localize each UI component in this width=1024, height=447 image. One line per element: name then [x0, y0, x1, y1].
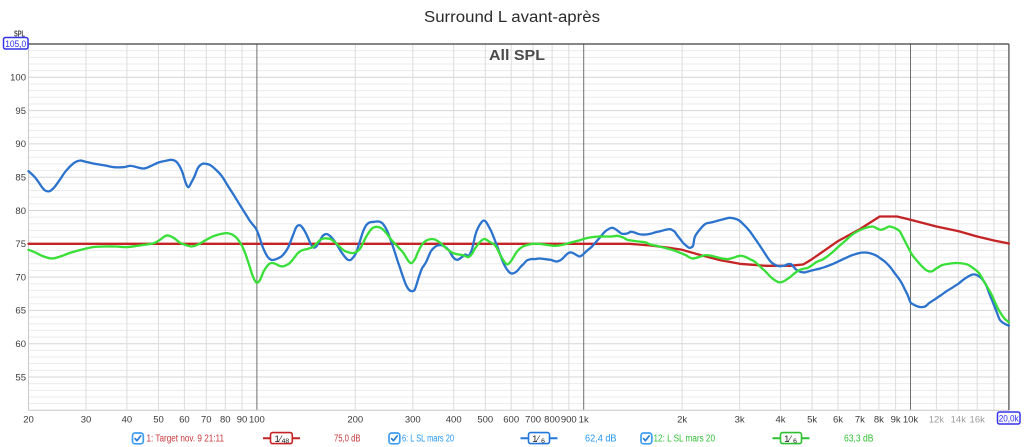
svg-text:3k: 3k [735, 415, 745, 426]
svg-text:12: L SL mars 20: 12: L SL mars 20 [654, 433, 716, 444]
svg-text:63,3 dB: 63,3 dB [844, 433, 874, 444]
svg-text:80: 80 [220, 415, 231, 426]
svg-text:55: 55 [15, 372, 26, 383]
svg-text:6k: 6k [833, 415, 843, 426]
svg-text:8k: 8k [874, 415, 884, 426]
svg-text:1: Target nov. 9 21:11: 1: Target nov. 9 21:11 [147, 433, 225, 444]
svg-text:95: 95 [15, 106, 26, 117]
svg-text:6: 6 [793, 438, 797, 445]
svg-text:9k: 9k [891, 415, 901, 426]
svg-text:2k: 2k [677, 415, 687, 426]
svg-text:62,4 dB: 62,4 dB [585, 433, 617, 444]
svg-text:600: 600 [503, 415, 519, 426]
svg-text:60: 60 [15, 339, 26, 350]
svg-text:10k: 10k [903, 415, 919, 426]
svg-text:800: 800 [544, 415, 560, 426]
svg-text:90: 90 [237, 415, 248, 426]
svg-text:400: 400 [446, 415, 462, 426]
svg-text:65: 65 [15, 306, 26, 317]
svg-text:1⁄: 1⁄ [784, 434, 792, 445]
svg-text:70: 70 [15, 272, 26, 283]
svg-text:5k: 5k [807, 415, 817, 426]
svg-text:75,0 dB: 75,0 dB [334, 433, 361, 444]
svg-text:100: 100 [10, 73, 26, 84]
svg-text:SPL: SPL [14, 30, 25, 39]
svg-text:90: 90 [15, 139, 26, 150]
svg-text:80: 80 [15, 206, 26, 217]
svg-text:Surround L avant-après: Surround L avant-après [424, 9, 600, 26]
svg-text:12k: 12k [929, 415, 945, 426]
svg-text:14k: 14k [951, 415, 967, 426]
svg-text:100: 100 [249, 415, 265, 426]
svg-text:20: 20 [23, 415, 34, 426]
svg-text:4k: 4k [775, 415, 785, 426]
svg-text:6: L SL mars 20: 6: L SL mars 20 [402, 433, 454, 444]
svg-text:50: 50 [153, 415, 164, 426]
svg-text:500: 500 [477, 415, 493, 426]
svg-text:60: 60 [179, 415, 190, 426]
svg-text:6: 6 [541, 438, 545, 445]
svg-text:30: 30 [81, 415, 92, 426]
svg-text:40: 40 [122, 415, 133, 426]
svg-text:1k: 1k [579, 415, 589, 426]
svg-text:7k: 7k [855, 415, 865, 426]
svg-text:900: 900 [561, 415, 577, 426]
svg-text:1⁄: 1⁄ [532, 434, 540, 445]
svg-text:700: 700 [525, 415, 541, 426]
svg-text:48: 48 [282, 438, 290, 445]
svg-text:85: 85 [15, 173, 26, 184]
svg-text:200: 200 [347, 415, 363, 426]
svg-text:75: 75 [15, 239, 26, 250]
svg-text:300: 300 [405, 415, 421, 426]
svg-text:16k: 16k [970, 415, 986, 426]
svg-text:105,0: 105,0 [5, 39, 26, 50]
svg-text:All SPL: All SPL [489, 47, 545, 64]
svg-text:70: 70 [201, 415, 212, 426]
svg-text:20,0k: 20,0k [999, 414, 1019, 425]
svg-text:1⁄: 1⁄ [274, 434, 282, 445]
